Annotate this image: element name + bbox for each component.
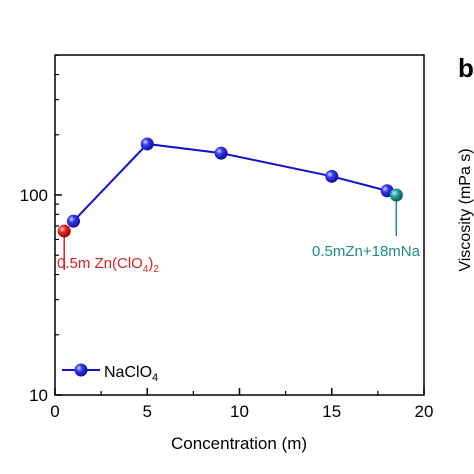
y-tick-label: 100 <box>20 186 48 205</box>
data-point <box>214 146 228 160</box>
series-layer <box>66 137 394 228</box>
x-axis-label: Concentration (m) <box>171 434 307 453</box>
teal-data-point <box>389 188 403 202</box>
panel-b-y-axis-label: Viscosity (mPa s) <box>457 148 474 271</box>
data-point <box>66 214 80 228</box>
x-axis-ticks: 0 5 10 15 20 <box>50 388 433 421</box>
legend: NaClO4 <box>62 363 158 384</box>
x-tick-label: 20 <box>415 402 434 421</box>
plot-frame <box>54 54 425 396</box>
y-axis-ticks: 10 100 <box>20 54 62 405</box>
annotated-points: 0.5m Zn(ClO4)2 0.5mZn+18mNa <box>57 188 421 275</box>
red-data-point <box>57 224 71 238</box>
teal-annotation-label: 0.5mZn+18mNa <box>312 243 421 260</box>
y-tick-label: 10 <box>29 386 48 405</box>
legend-label: NaClO4 <box>104 364 158 384</box>
data-point <box>140 137 154 151</box>
data-point <box>325 169 339 183</box>
red-annotation-label: 0.5m Zn(ClO4)2 <box>57 255 159 275</box>
x-tick-label: 15 <box>322 402 341 421</box>
x-tick-label: 0 <box>50 402 59 421</box>
legend-marker <box>74 363 88 377</box>
series-line <box>72 142 388 222</box>
panel-letter: b <box>458 53 474 83</box>
x-tick-label: 10 <box>230 402 249 421</box>
x-tick-label: 5 <box>143 402 152 421</box>
